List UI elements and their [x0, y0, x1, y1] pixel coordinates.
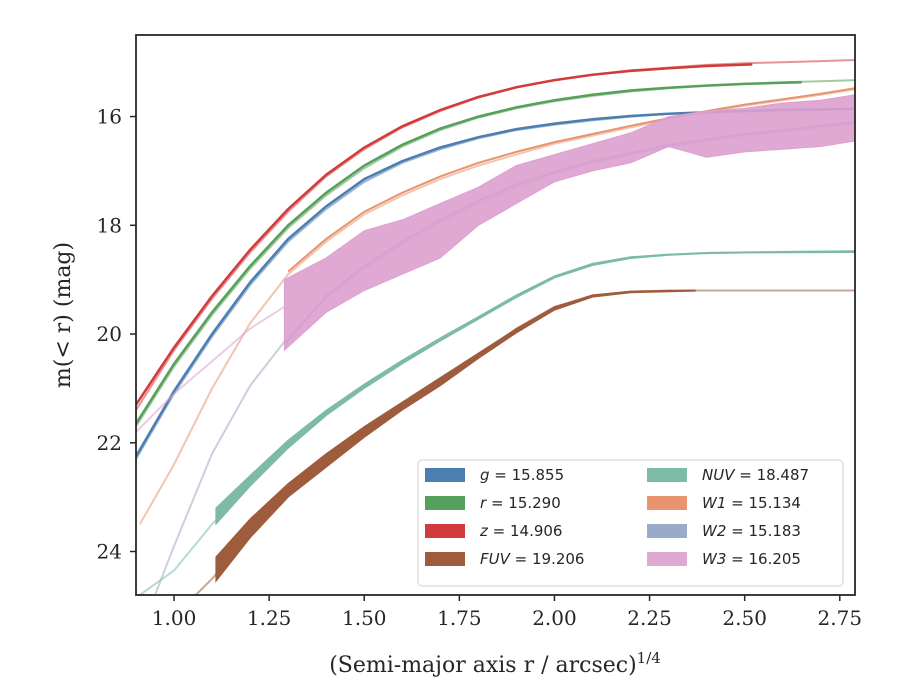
x-axis-label: (Semi-major axis r / arcsec)1/4	[329, 649, 661, 678]
legend-swatch-w3	[647, 552, 687, 566]
legend-box	[417, 459, 844, 587]
x-tick-label: 2.50	[722, 606, 767, 630]
x-axis-label-text: (Semi-major axis r / arcsec)	[329, 653, 636, 678]
legend-label-z: z = 14.906	[479, 522, 562, 540]
legend-label-w1: W1 = 15.134	[702, 494, 801, 512]
legend-swatch-r	[425, 496, 465, 510]
plot-area	[136, 59, 855, 595]
series-nuv-band	[215, 250, 855, 526]
legend: g = 15.855 NUV = 18.487 r = 15.290 W1 = 15.…	[417, 459, 844, 587]
y-axis-label: m(< r) (mag)	[51, 242, 76, 388]
y-tick-label: 18	[97, 213, 122, 237]
series-fuv-band	[215, 289, 696, 583]
legend-swatch-w1	[647, 496, 687, 510]
legend-label-g: g = 15.855	[480, 466, 564, 484]
legend-swatch-w2	[647, 524, 687, 538]
x-axis: 1.00 1.25 1.50 1.75 2.00 2.25 2.50 2.75	[152, 595, 862, 630]
legend-label-w2: W2 = 15.183	[702, 522, 801, 540]
x-tick-label: 1.50	[342, 606, 387, 630]
series-w3-extrapolated-line	[136, 305, 285, 433]
legend-label-r: r = 15.290	[480, 494, 561, 512]
legend-swatch-z	[425, 524, 465, 538]
x-axis-label-exponent: 1/4	[637, 649, 661, 667]
plot-frame	[135, 34, 856, 596]
legend-swatch-nuv	[647, 468, 687, 482]
series-w1-line	[287, 87, 855, 273]
legend-swatch-g	[425, 468, 465, 482]
series-r-line	[136, 81, 802, 425]
series-w3-band	[283, 94, 855, 352]
legend-label-nuv: NUV = 18.487	[702, 466, 809, 484]
x-tick-label: 2.00	[532, 606, 577, 630]
x-tick-label: 1.25	[247, 606, 292, 630]
series-w1-extrapolated-line	[138, 88, 855, 525]
legend-swatch-fuv	[425, 552, 465, 566]
y-tick-label: 20	[97, 322, 122, 346]
x-tick-label: 1.75	[437, 606, 482, 630]
x-tick-label: 2.75	[818, 606, 863, 630]
legend-label-w3: W3 = 16.205	[702, 550, 801, 568]
y-tick-label: 24	[97, 540, 122, 564]
y-tick-label: 16	[97, 105, 122, 129]
y-tick-label: 22	[97, 431, 122, 455]
y-axis: 16 18 20 22 24	[97, 105, 136, 564]
legend-label-fuv: FUV = 19.206	[480, 550, 584, 568]
x-tick-label: 1.00	[152, 606, 197, 630]
series-z-line	[136, 63, 753, 406]
x-tick-label: 2.25	[627, 606, 672, 630]
